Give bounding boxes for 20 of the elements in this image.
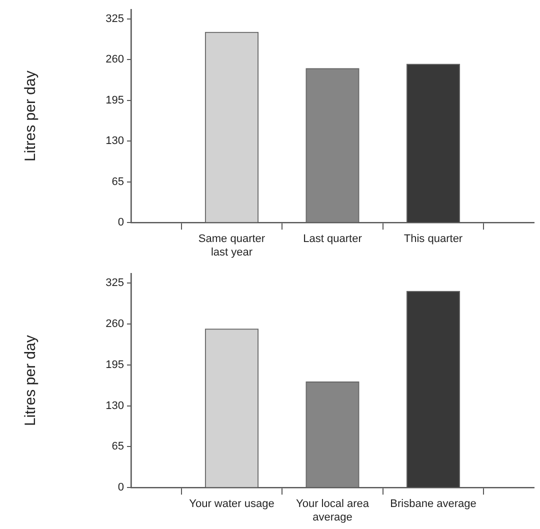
y-tick-label: 0 bbox=[118, 216, 124, 229]
y-tick-label: 195 bbox=[106, 358, 124, 371]
x-tick-label: Your water usage bbox=[189, 498, 274, 510]
x-tick-label: This quarter bbox=[404, 233, 463, 246]
y-tick-label: 65 bbox=[112, 440, 124, 453]
y-tick-label: 0 bbox=[118, 482, 124, 494]
y-tick-label: 65 bbox=[112, 176, 124, 188]
x-tick-label: Your local area average bbox=[296, 498, 370, 524]
y-axis-title: Litres per day bbox=[22, 70, 40, 162]
y-tick-label: 130 bbox=[106, 400, 124, 412]
x-tick-label: Last quarter bbox=[303, 233, 362, 246]
y-tick-label: 325 bbox=[106, 13, 124, 26]
x-tick-label: Brisbane average bbox=[390, 498, 476, 510]
y-tick-label: 130 bbox=[106, 135, 124, 148]
y-axis-title: Litres per day bbox=[22, 334, 40, 426]
y-tick-label: 325 bbox=[106, 277, 124, 290]
x-tick-label: Same quarter last year bbox=[198, 233, 266, 258]
y-tick-label: 260 bbox=[106, 318, 124, 330]
y-tick-label: 260 bbox=[106, 54, 124, 66]
y-tick-label: 195 bbox=[106, 94, 124, 106]
